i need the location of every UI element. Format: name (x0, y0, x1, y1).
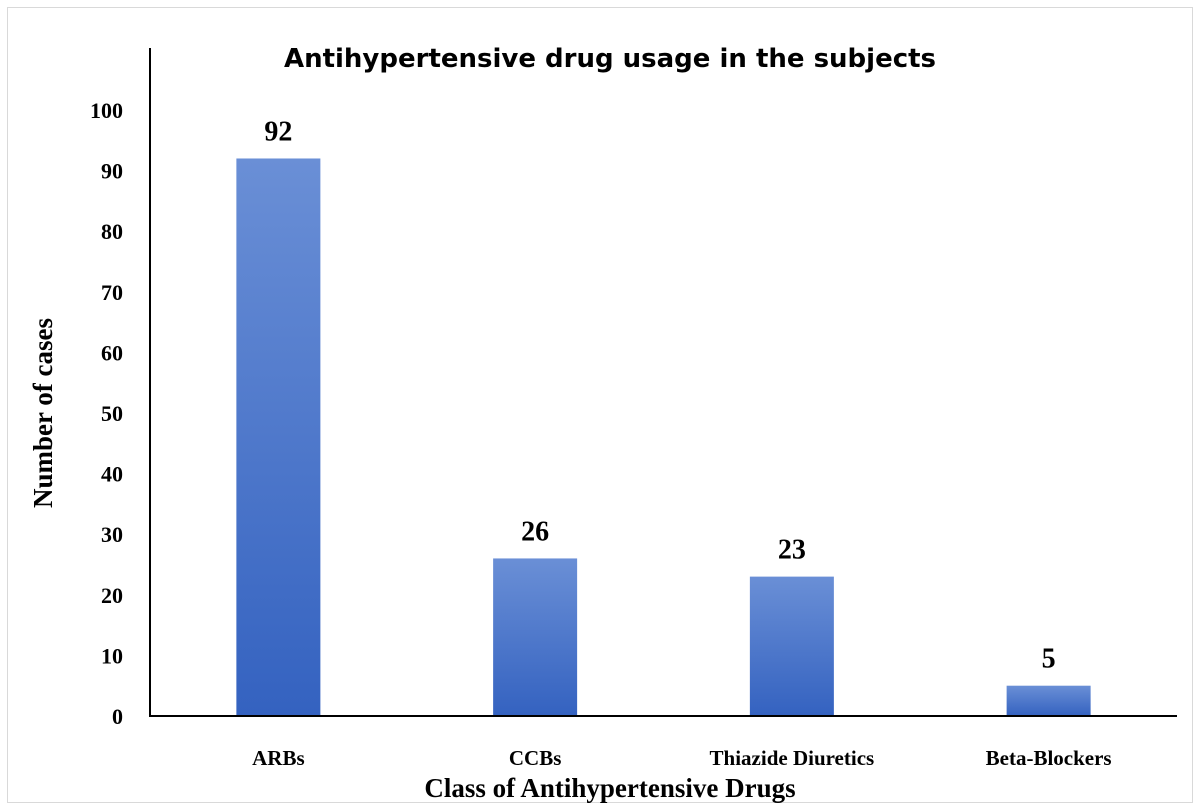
y-tick-label: 80 (101, 219, 123, 244)
x-category-label: CCBs (509, 746, 562, 770)
bar-thiazide-diuretics (749, 576, 834, 716)
bars-group (236, 158, 1091, 717)
chart-title: Antihypertensive drug usage in the subje… (284, 44, 936, 74)
y-axis-ticks: 0 10 20 30 40 50 60 70 80 90 100 (90, 98, 123, 729)
bar-arbs (236, 158, 321, 717)
y-tick-label: 0 (112, 704, 123, 729)
bar-ccbs (493, 558, 578, 716)
y-tick-label: 100 (90, 98, 123, 123)
y-axis-title: Number of cases (28, 318, 58, 508)
y-tick-label: 40 (101, 462, 123, 487)
data-label: 92 (264, 116, 292, 147)
x-category-label: ARBs (252, 746, 305, 770)
x-axis-categories: ARBs CCBs Thiazide Diuretics Beta-Blockers (252, 746, 1112, 770)
y-tick-label: 50 (101, 401, 123, 426)
chart-frame (7, 7, 1193, 803)
y-tick-label: 90 (101, 159, 123, 184)
y-tick-label: 60 (101, 340, 123, 365)
data-labels-group: 92 26 23 5 (264, 116, 1055, 674)
x-category-label: Beta-Blockers (986, 746, 1112, 770)
y-tick-label: 10 (101, 643, 123, 668)
x-axis-title: Class of Antihypertensive Drugs (424, 773, 795, 803)
data-label: 5 (1042, 644, 1056, 675)
y-tick-label: 70 (101, 280, 123, 305)
bar-beta-blockers (1006, 685, 1091, 716)
y-tick-label: 30 (101, 522, 123, 547)
y-tick-label: 20 (101, 583, 123, 608)
x-category-label: Thiazide Diuretics (710, 746, 875, 770)
data-label: 26 (521, 516, 549, 547)
data-label: 23 (778, 535, 806, 566)
